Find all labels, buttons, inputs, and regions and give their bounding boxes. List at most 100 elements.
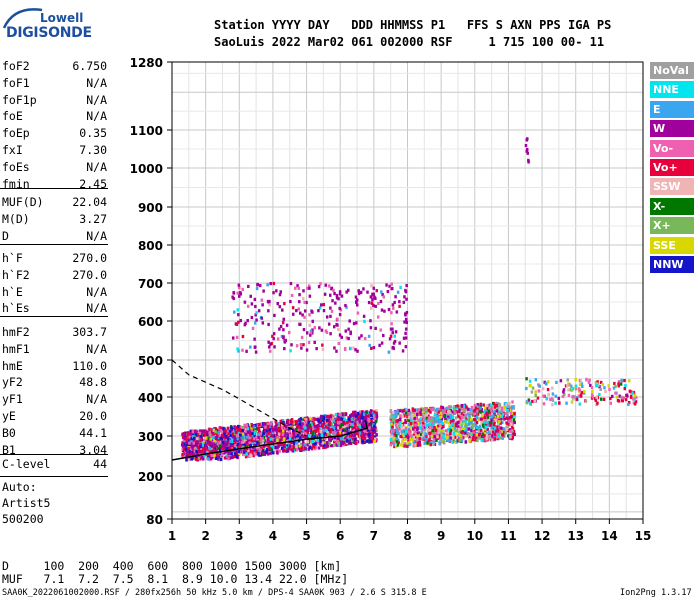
echo-point [334, 301, 337, 305]
echo-point [325, 315, 329, 319]
echo-point [305, 331, 309, 335]
echo-point [511, 435, 515, 440]
echo-point [341, 427, 344, 431]
echo-point [311, 417, 314, 422]
echo-point [467, 419, 471, 423]
echo-point [197, 446, 201, 450]
param-name: B1 [2, 442, 16, 457]
echo-point [569, 388, 572, 392]
echo-point [328, 441, 332, 446]
echo-point [360, 430, 364, 434]
echo-point [491, 427, 495, 431]
echo-point [254, 313, 257, 317]
echo-point [457, 410, 461, 414]
echo-point [270, 426, 274, 430]
echo-point [363, 319, 366, 323]
echo-point [232, 455, 236, 459]
echo-point [283, 347, 286, 351]
echo-point [454, 411, 457, 415]
echo-point [489, 408, 493, 412]
echo-point [407, 408, 411, 412]
echo-point [289, 422, 292, 426]
echo-point [369, 326, 373, 330]
echo-point [354, 348, 357, 352]
echo-point [301, 440, 305, 444]
echo-point [183, 452, 186, 456]
echo-point [246, 427, 250, 431]
echo-point [283, 427, 287, 431]
echo-point [581, 384, 584, 388]
echo-point [262, 289, 265, 293]
echo-point [325, 418, 329, 422]
echo-point [212, 428, 216, 433]
echo-point [562, 390, 565, 394]
echo-point [408, 426, 411, 430]
echo-point [411, 437, 415, 442]
echo-point [373, 430, 377, 434]
echo-point [465, 429, 468, 433]
echo-point [322, 420, 326, 425]
y-tick-label: 900 [138, 201, 163, 215]
echo-point [185, 440, 188, 445]
echo-point [462, 432, 466, 436]
echo-point [285, 323, 289, 327]
echo-point [280, 334, 284, 339]
echo-point [534, 390, 537, 394]
echo-point [190, 439, 193, 443]
echo-point [231, 432, 234, 436]
echo-point [237, 449, 241, 454]
echo-point [229, 449, 232, 454]
echo-point [431, 429, 435, 433]
echo-point [434, 428, 438, 432]
echo-point [412, 435, 416, 439]
echo-point [621, 396, 624, 400]
echo-point [360, 334, 363, 338]
echo-point [486, 409, 489, 414]
echo-point [238, 294, 241, 298]
echo-point [237, 283, 241, 287]
echo-point [282, 328, 285, 332]
echo-point [628, 389, 632, 393]
echo-point [404, 418, 407, 423]
echo-point [494, 418, 498, 423]
echo-point [198, 431, 202, 436]
echo-point [322, 302, 326, 307]
echo-point [346, 288, 350, 292]
echo-point [235, 335, 239, 339]
echo-point [350, 429, 354, 433]
echo-point [286, 433, 289, 437]
echo-point [303, 300, 306, 304]
echo-point [290, 293, 294, 298]
param-b1: B1 3.04 [2, 442, 107, 458]
echo-point [284, 439, 288, 443]
y-tick-label: 700 [138, 277, 163, 291]
echo-point [255, 311, 258, 315]
echo-point [262, 431, 265, 436]
echo-point [365, 413, 369, 418]
echo-point [340, 335, 344, 339]
param-value: N/A [86, 284, 107, 299]
echo-point [301, 422, 304, 426]
legend-item-vo: Vo+ [650, 159, 694, 176]
echo-point [486, 420, 489, 424]
echo-point [332, 288, 335, 292]
echo-point [351, 423, 355, 427]
echo-point [439, 436, 443, 440]
param-value: 44 [93, 457, 107, 471]
echo-point [261, 438, 265, 442]
echo-point [198, 449, 202, 453]
echo-point [617, 399, 621, 403]
echo-point [368, 411, 372, 415]
echo-point [283, 445, 286, 449]
echo-point [429, 420, 433, 424]
echo-point [537, 389, 541, 393]
echo-point [459, 433, 462, 438]
echo-point [216, 451, 219, 455]
echo-point [481, 438, 485, 442]
echo-point [324, 445, 327, 449]
param-hf: h`F 270.0 [2, 250, 107, 266]
echo-point [474, 417, 477, 421]
echo-point [503, 402, 507, 406]
echo-point [217, 455, 221, 459]
echo-point [439, 415, 442, 419]
